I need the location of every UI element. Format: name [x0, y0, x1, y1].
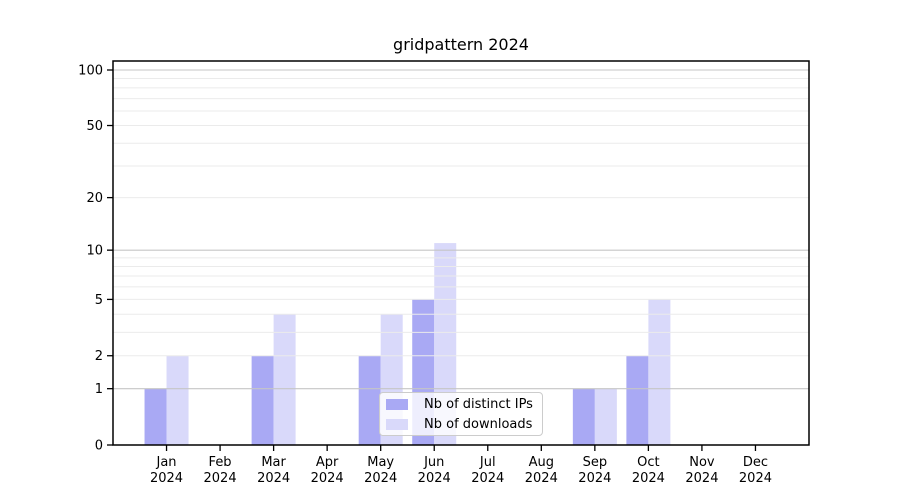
- bar-jan-distinct-ips: [144, 388, 167, 445]
- x-tick-label-year: 2024: [311, 471, 344, 486]
- x-tick-label-year: 2024: [578, 471, 611, 486]
- legend: Nb of distinct IPs Nb of downloads: [379, 392, 543, 436]
- legend-item-downloads: Nb of downloads: [386, 418, 534, 431]
- y-tick-label: 20: [86, 191, 103, 206]
- x-tick-label-month: Jun: [423, 455, 444, 470]
- x-tick-label-year: 2024: [204, 471, 237, 486]
- x-tick-label-month: Nov: [689, 455, 715, 470]
- bar-oct-downloads: [648, 299, 671, 445]
- x-tick-label-month: Apr: [316, 455, 339, 470]
- legend-swatch-downloads-icon: [386, 418, 408, 430]
- y-tick-label: 5: [95, 293, 103, 308]
- x-tick-label-year: 2024: [257, 471, 290, 486]
- y-tick-label: 50: [86, 119, 103, 134]
- y-tick-label: 100: [78, 64, 103, 79]
- y-tick-label: 2: [95, 349, 103, 364]
- x-tick-label-month: Jul: [479, 455, 496, 470]
- bar-sep-distinct-ips: [572, 388, 595, 445]
- x-tick-label-year: 2024: [418, 471, 451, 486]
- x-tick-label-month: Mar: [261, 455, 286, 470]
- bar-mar-downloads: [273, 314, 296, 445]
- x-tick-label-year: 2024: [150, 471, 183, 486]
- bar-may-distinct-ips: [358, 355, 381, 445]
- plot-frame: [112, 60, 810, 446]
- y-tick-label: 0: [95, 439, 103, 454]
- y-tick-label: 10: [86, 244, 103, 259]
- x-tick-label-month: Feb: [209, 455, 232, 470]
- bar-jan-downloads: [166, 355, 189, 445]
- x-tick-label-month: Oct: [637, 455, 659, 470]
- x-tick-label-year: 2024: [739, 471, 772, 486]
- legend-label-downloads: Nb of downloads: [424, 416, 533, 432]
- bar-sep-downloads: [594, 388, 617, 445]
- x-tick-label-month: Sep: [583, 455, 608, 470]
- x-tick-label-year: 2024: [632, 471, 665, 486]
- x-tick-label-year: 2024: [471, 471, 504, 486]
- x-tick-label-month: Aug: [529, 455, 554, 470]
- x-tick-label-year: 2024: [364, 471, 397, 486]
- chart-title: gridpattern 2024: [393, 35, 529, 54]
- x-tick-label-month: Dec: [743, 455, 768, 470]
- x-tick-label-month: Jan: [156, 455, 177, 470]
- bar-mar-distinct-ips: [251, 355, 274, 445]
- legend-item-distinct-ips: Nb of distinct IPs: [386, 398, 534, 411]
- legend-label-distinct-ips: Nb of distinct IPs: [424, 396, 533, 412]
- x-tick-label-year: 2024: [685, 471, 718, 486]
- x-tick-label-year: 2024: [525, 471, 558, 486]
- y-tick-label: 1: [95, 382, 103, 397]
- legend-swatch-distinct-ips-icon: [386, 398, 408, 410]
- x-tick-label-month: May: [367, 455, 394, 470]
- bar-oct-distinct-ips: [626, 355, 649, 445]
